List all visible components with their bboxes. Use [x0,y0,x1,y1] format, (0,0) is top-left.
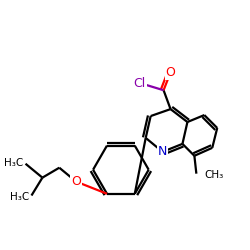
Text: H₃C: H₃C [4,158,24,168]
Text: N: N [158,145,167,158]
Text: CH₃: CH₃ [204,170,224,180]
Text: H₃C: H₃C [10,192,29,202]
Text: O: O [166,66,175,79]
Text: O: O [71,175,81,188]
Text: Cl: Cl [134,77,146,90]
